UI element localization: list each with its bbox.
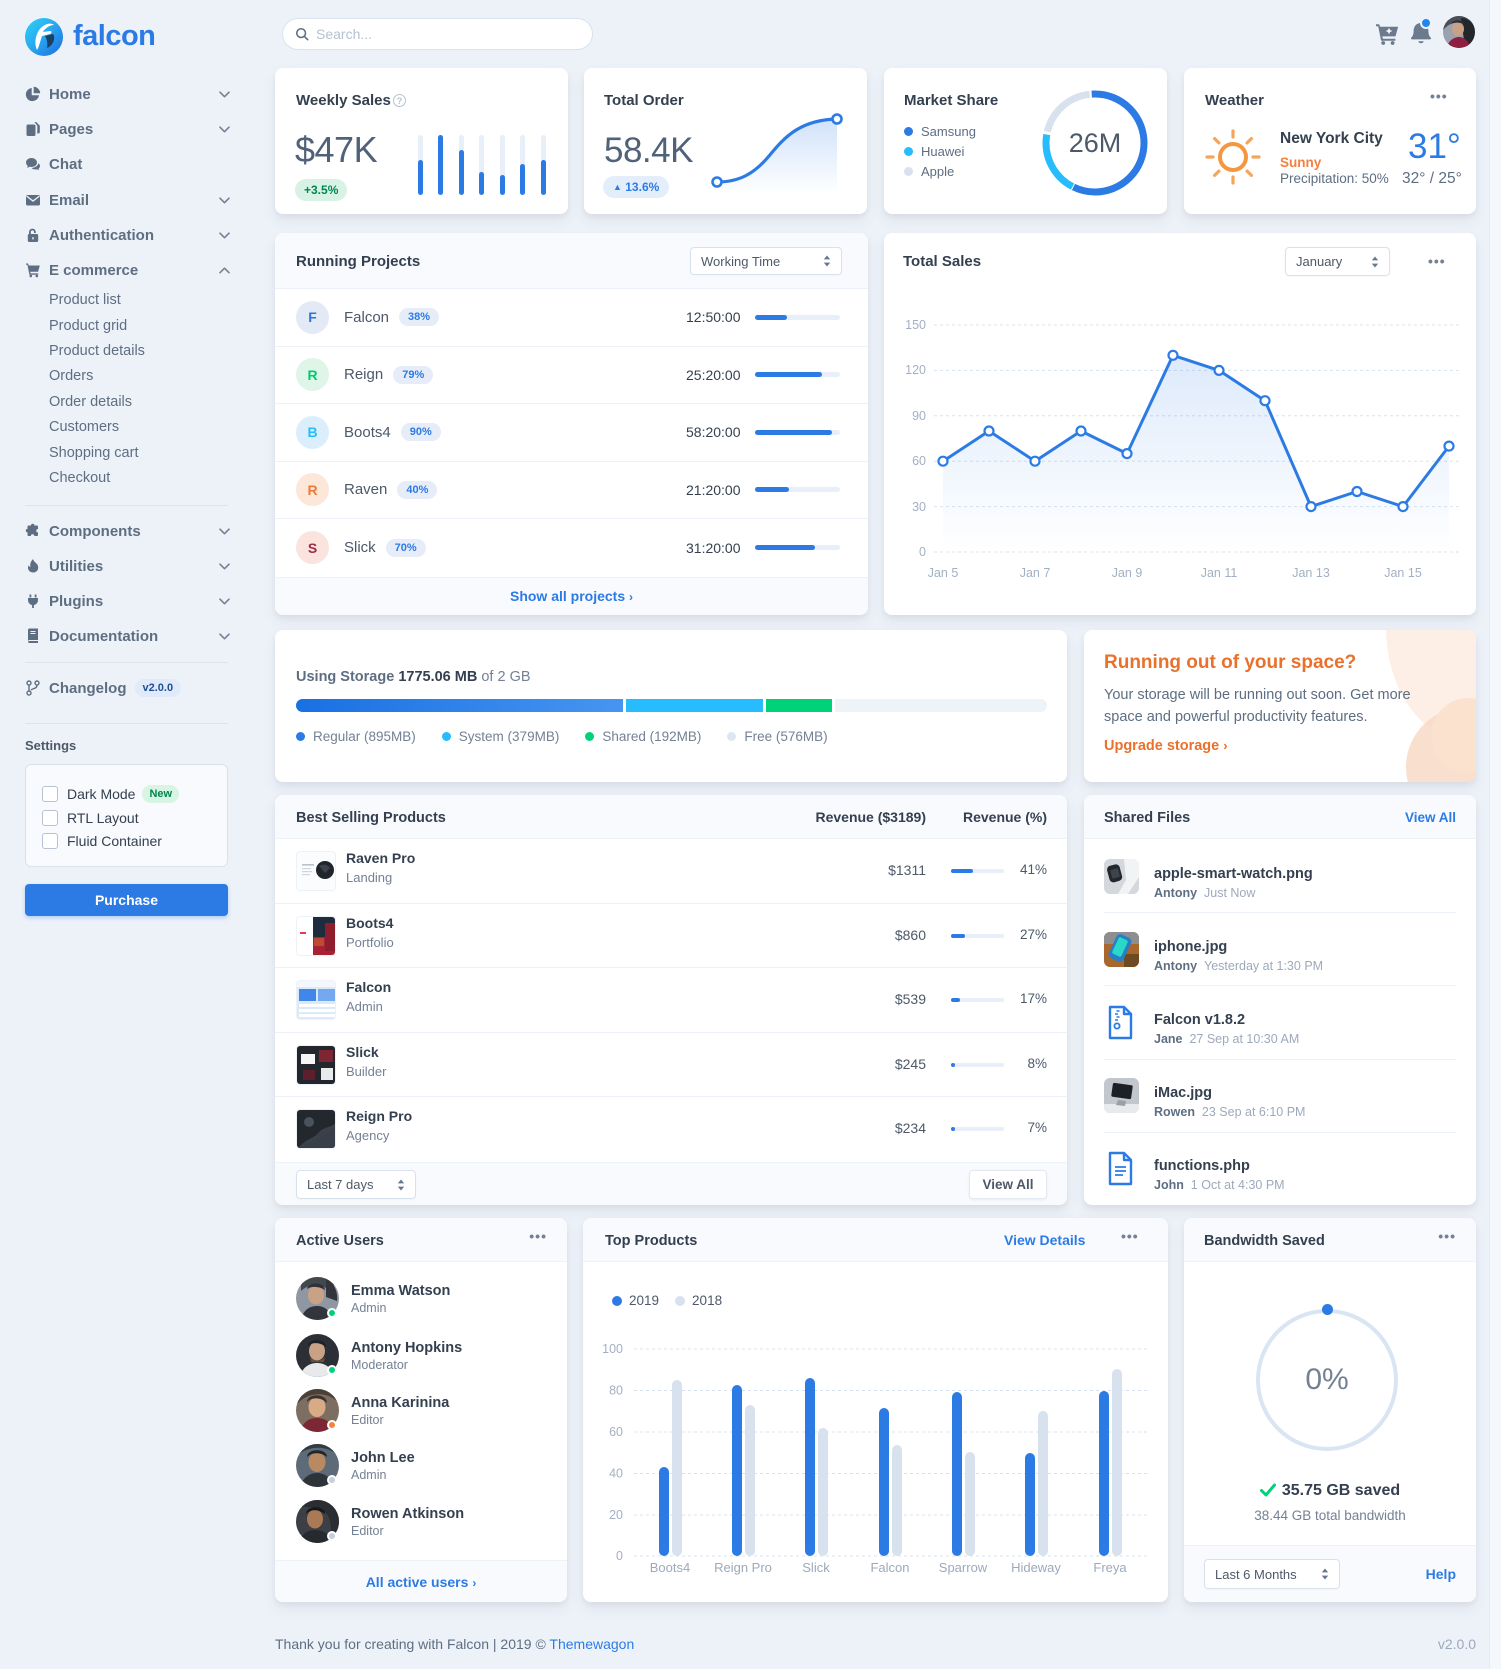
svg-text:Sparrow: Sparrow bbox=[939, 1560, 988, 1575]
svg-text:Jan 11: Jan 11 bbox=[1201, 566, 1238, 580]
svg-text:Slick: Slick bbox=[802, 1560, 830, 1575]
svg-text:30: 30 bbox=[912, 500, 926, 514]
svg-text:Boots4: Boots4 bbox=[650, 1560, 690, 1575]
svg-text:80: 80 bbox=[609, 1384, 623, 1398]
svg-text:Jan 7: Jan 7 bbox=[1020, 566, 1051, 580]
svg-text:60: 60 bbox=[912, 454, 926, 468]
svg-text:Jan 9: Jan 9 bbox=[1112, 566, 1143, 580]
svg-text:Jan 15: Jan 15 bbox=[1384, 566, 1422, 580]
svg-text:90: 90 bbox=[912, 409, 926, 423]
svg-text:Jan 5: Jan 5 bbox=[928, 566, 959, 580]
svg-text:60: 60 bbox=[609, 1425, 623, 1439]
svg-text:Falcon: Falcon bbox=[870, 1560, 909, 1575]
svg-text:120: 120 bbox=[905, 363, 926, 377]
svg-text:40: 40 bbox=[609, 1467, 623, 1481]
svg-text:Reign Pro: Reign Pro bbox=[714, 1560, 772, 1575]
svg-text:150: 150 bbox=[905, 318, 926, 332]
svg-text:Freya: Freya bbox=[1093, 1560, 1127, 1575]
svg-text:0: 0 bbox=[616, 1549, 623, 1563]
svg-text:Hideway: Hideway bbox=[1011, 1560, 1061, 1575]
svg-text:100: 100 bbox=[602, 1342, 623, 1356]
svg-text:20: 20 bbox=[609, 1508, 623, 1522]
svg-text:Jan 13: Jan 13 bbox=[1292, 566, 1330, 580]
svg-text:0: 0 bbox=[919, 545, 926, 559]
